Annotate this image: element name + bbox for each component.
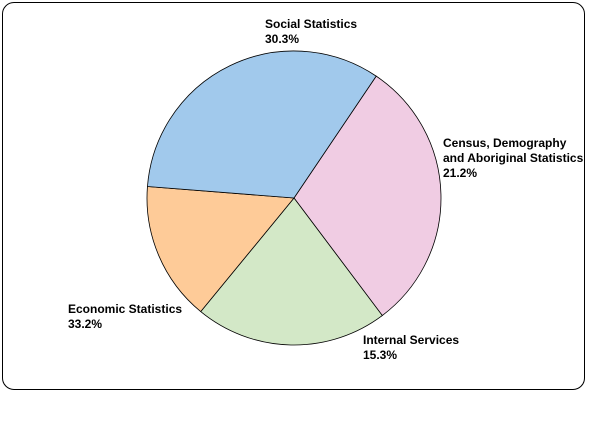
slice-value-label: 33.2% [68,317,102,331]
slice-name-label: Social Statistics [265,17,357,31]
slice-name-label: Census, Demography [443,136,567,150]
slice-label-economic-statistics: Economic Statistics 33.2% [68,302,182,331]
slice-value-label: 30.3% [265,32,299,46]
pie-labels: Social Statistics 30.3% Census, Demography… [68,17,584,362]
slice-name-label: and Aboriginal Statistics [443,151,584,165]
slice-name-label: Economic Statistics [68,302,182,316]
pie-slice-census-demography-and-aboriginal-statistics [200,197,383,346]
slice-label-social-statistics: Social Statistics 30.3% [265,17,357,46]
slice-label-census-demography-and-aboriginal-statistics: Census, Demography and Aboriginal Statist… [443,136,584,180]
slice-value-label: 21.2% [443,166,477,180]
slice-label-internal-services: Internal Services 15.3% [363,333,459,362]
pie-slice-social-statistics [293,75,442,316]
pie-slices [146,50,442,346]
pie-slice-internal-services [146,186,295,312]
slice-value-label: 15.3% [363,348,397,362]
pie-slice-economic-statistics [147,50,377,199]
slice-name-label: Internal Services [363,333,459,347]
